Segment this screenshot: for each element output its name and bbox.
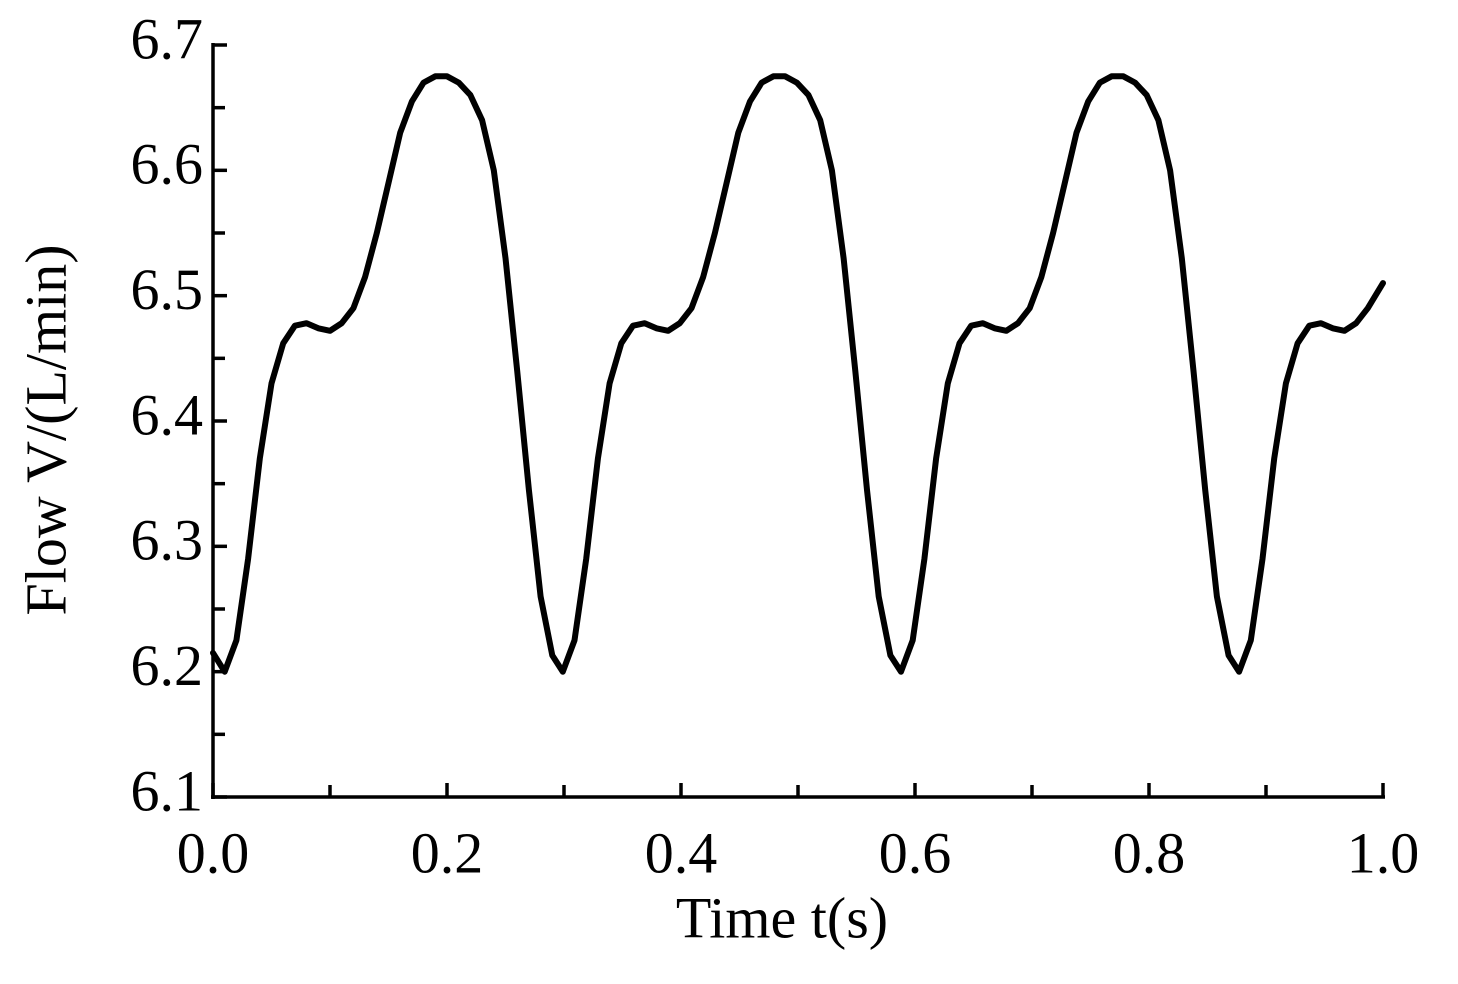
x-tick-label: 0.6 xyxy=(879,820,952,885)
x-tick-label: 0.4 xyxy=(645,820,718,885)
y-axis-label: Flow V/(L/min) xyxy=(13,244,78,615)
y-tick-label: 6.3 xyxy=(131,508,204,573)
x-tick-label: 0.0 xyxy=(177,820,250,885)
data-line xyxy=(210,73,1386,675)
y-tick-label: 6.2 xyxy=(131,633,204,698)
y-tick-label: 6.4 xyxy=(131,382,204,447)
x-tick-label: 0.8 xyxy=(1113,820,1186,885)
x-axis-label: Time t(s) xyxy=(676,885,888,950)
y-tick-label: 6.5 xyxy=(131,257,204,322)
x-tick-label: 0.2 xyxy=(411,820,484,885)
y-tick-label: 6.7 xyxy=(131,6,204,71)
x-tick-label: 1.0 xyxy=(1347,820,1420,885)
y-tick-label: 6.6 xyxy=(131,132,204,197)
y-tick-label: 6.1 xyxy=(131,758,204,823)
